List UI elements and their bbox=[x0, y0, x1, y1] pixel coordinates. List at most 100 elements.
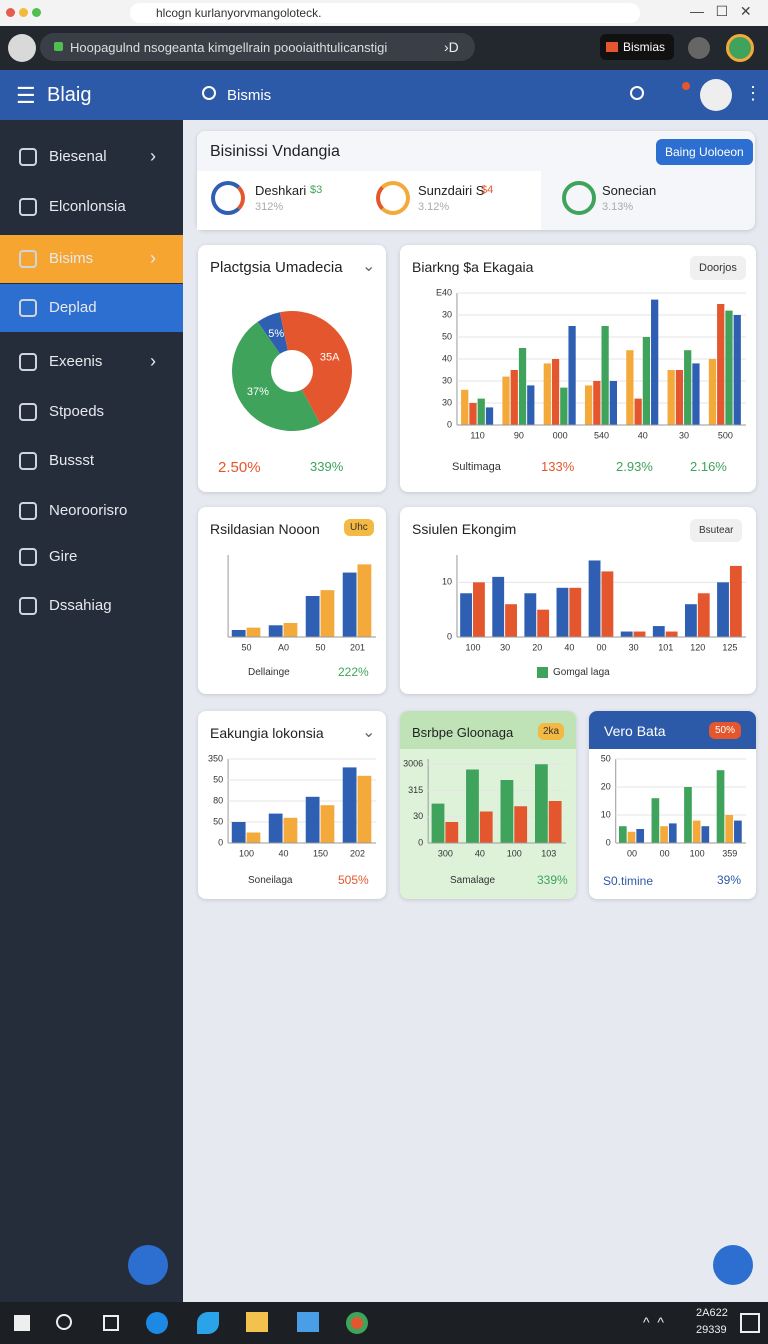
sidebar-item[interactable]: Exeenis › bbox=[0, 338, 183, 386]
y-tick-label: 0 bbox=[418, 837, 423, 847]
fab[interactable] bbox=[713, 1245, 753, 1285]
browser-tabbar: hlcogn kurlanyorvmangoloteck. — ☐ ✕ bbox=[0, 0, 768, 26]
card-button[interactable]: Bsutear bbox=[690, 519, 743, 542]
clock-time: 2A622 bbox=[696, 1307, 728, 1319]
stat-label: Sunzdairi S bbox=[418, 183, 485, 198]
sidebar-label: Gire bbox=[49, 548, 78, 565]
x-tick-label: 300 bbox=[438, 848, 453, 858]
y-tick-label: 30 bbox=[442, 375, 452, 385]
bar bbox=[665, 631, 678, 637]
bar bbox=[734, 820, 742, 843]
card-button[interactable]: Doorjos bbox=[690, 256, 746, 280]
x-tick-label: 100 bbox=[690, 848, 705, 858]
x-tick-label: 00 bbox=[627, 848, 637, 858]
bar bbox=[505, 604, 517, 637]
y-tick-label: 30 bbox=[442, 397, 452, 407]
bar bbox=[500, 780, 514, 843]
bar bbox=[268, 813, 283, 843]
bar bbox=[697, 593, 710, 637]
bar bbox=[548, 801, 562, 843]
sidebar-item[interactable]: Bussst bbox=[0, 437, 183, 485]
bar bbox=[527, 385, 535, 425]
sidebar-label: Exeenis bbox=[49, 353, 103, 370]
sidebar-item[interactable]: Stpoeds bbox=[0, 388, 183, 436]
bar bbox=[588, 560, 601, 637]
stat-label: Sonecian bbox=[602, 183, 657, 198]
y-tick-label: E40 bbox=[436, 287, 452, 297]
pie-label: 5% bbox=[268, 328, 284, 340]
bar bbox=[431, 803, 445, 843]
stat-value: 3.13% bbox=[602, 201, 634, 213]
x-tick-label: 00 bbox=[596, 642, 606, 652]
sidebar-item[interactable]: Gire bbox=[0, 533, 183, 581]
sidebar-label: Elconlonsia bbox=[49, 198, 126, 215]
browser-toolbar: Hoopagulnd nsogeanta kimgellrain poooiai… bbox=[0, 26, 768, 70]
bar bbox=[652, 626, 665, 637]
bar bbox=[461, 389, 469, 425]
x-tick-label: 50 bbox=[316, 642, 326, 652]
card-title: Plactgsia Umadecia bbox=[210, 259, 343, 276]
address[interactable]: Hoopagulnd nsogeanta kimgellrain poooiai… bbox=[70, 40, 388, 55]
y-tick-label: 315 bbox=[408, 785, 423, 795]
footer-value: 133% bbox=[541, 459, 575, 474]
y-tick-label: 80 bbox=[213, 795, 223, 805]
stat-label: Deshkari bbox=[255, 183, 307, 198]
footer-value: 339% bbox=[537, 873, 568, 887]
y-tick-label: 30 bbox=[413, 811, 423, 821]
badge[interactable]: Bismias bbox=[623, 40, 666, 54]
bar bbox=[342, 767, 357, 843]
icon bbox=[19, 597, 37, 615]
footer-value: 339% bbox=[310, 459, 344, 474]
sidebar-item[interactable]: Dssahiag bbox=[0, 582, 183, 630]
app-bar: ☰ Blaig Bismis ⋮ bbox=[0, 70, 768, 120]
search[interactable]: Bismis bbox=[227, 87, 272, 104]
bar bbox=[320, 590, 335, 637]
sidebar-label: Bussst bbox=[49, 452, 95, 469]
bar bbox=[684, 604, 697, 637]
sidebar-item[interactable]: Deplad bbox=[0, 284, 183, 332]
bar bbox=[518, 348, 527, 425]
x-tick-label: 500 bbox=[718, 430, 733, 440]
y-tick-label: 20 bbox=[601, 781, 611, 791]
sidebar-label: Dssahiag bbox=[49, 597, 112, 614]
bar bbox=[473, 582, 485, 637]
bar bbox=[460, 593, 473, 637]
chart: 0 30 30 40 50 30 E40 110 90 000 540 40 30 500 bbox=[436, 287, 746, 440]
bar bbox=[342, 572, 357, 637]
card-badge: 2ka bbox=[538, 723, 565, 740]
footer-label: S0.timine bbox=[603, 874, 654, 888]
icon bbox=[19, 299, 37, 317]
x-tick-label: 20 bbox=[532, 642, 542, 652]
header-title: Bisinissi Vndangia bbox=[210, 143, 340, 160]
bar bbox=[320, 805, 335, 843]
sidebar-item[interactable]: Bisims › bbox=[0, 235, 183, 283]
x-tick-label: 125 bbox=[722, 642, 737, 652]
x-tick-label: 100 bbox=[466, 642, 481, 652]
card: Bsrbpe Gloonaga 2ka 0 30 315 3006 300 40 100 10… bbox=[400, 711, 576, 899]
y-tick-label: 50 bbox=[213, 774, 223, 784]
bar bbox=[568, 326, 576, 425]
sidebar-item[interactable]: Elconlonsia bbox=[0, 183, 183, 231]
bar bbox=[725, 310, 733, 425]
bar bbox=[651, 798, 660, 843]
chart: 0 10 20 50 00 00 100 359 bbox=[601, 753, 746, 858]
y-tick-label: 50 bbox=[213, 816, 223, 826]
fab[interactable] bbox=[128, 1245, 168, 1285]
sidebar-item[interactable]: Neoroorisro bbox=[0, 487, 183, 535]
stat-tag: $4 bbox=[481, 184, 494, 196]
legend: Gomgal laga bbox=[553, 667, 610, 678]
bar bbox=[477, 398, 485, 425]
sidebar-item[interactable]: Biesenal › bbox=[0, 133, 183, 181]
header-button[interactable]: Baing Uoloeon bbox=[656, 139, 753, 165]
bar bbox=[551, 359, 560, 425]
bar bbox=[668, 823, 677, 843]
url[interactable]: hlcogn kurlanyorvmangoloteck. bbox=[156, 6, 322, 20]
card: Ssiulen Ekongim Bsutear 0 10 100 30 20 40 00 30… bbox=[400, 507, 756, 694]
card-title: Rsildasian Nooon bbox=[210, 521, 320, 537]
x-tick-label: 40 bbox=[279, 848, 289, 858]
footer-label: Dellainge bbox=[248, 667, 290, 678]
footer-value: 505% bbox=[338, 873, 369, 887]
bar bbox=[479, 811, 493, 843]
stat-value: 312% bbox=[255, 201, 284, 213]
